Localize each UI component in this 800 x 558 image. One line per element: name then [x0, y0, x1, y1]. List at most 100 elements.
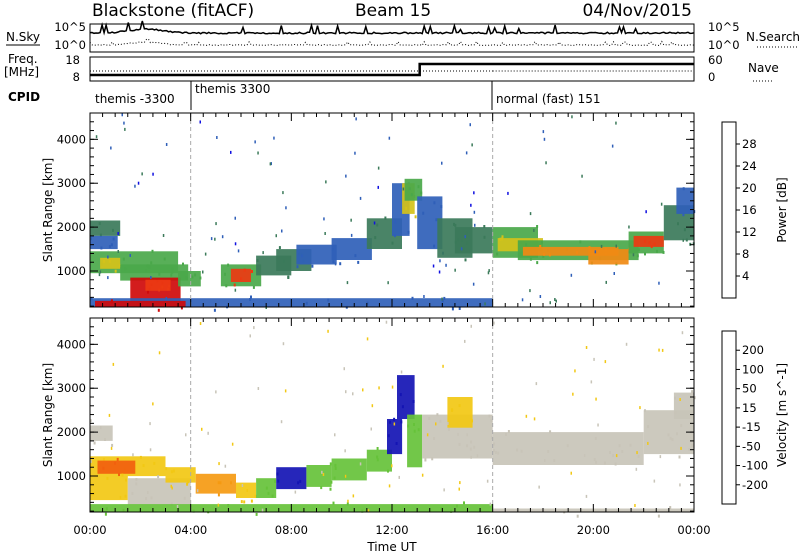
power-region-speck — [112, 228, 114, 232]
velocity-region-speck — [688, 448, 691, 451]
power-scatter-echo — [615, 121, 617, 125]
velocity-scatter-echo — [196, 489, 199, 493]
velocity-region-speck — [440, 507, 443, 511]
velocity-scatter-echo — [489, 502, 492, 506]
velocity-scatter-echo — [334, 433, 336, 437]
power-region-speck — [677, 222, 679, 226]
power-region-speck — [539, 245, 542, 248]
power-region-speck — [414, 215, 417, 219]
power-scatter-echo — [373, 221, 376, 225]
velocity-region-speck — [219, 481, 222, 485]
velocity-scatter-echo — [282, 342, 285, 346]
power-scatter-echo — [254, 140, 256, 144]
velocity-scatter-echo — [370, 427, 372, 431]
power-region-speck — [227, 263, 230, 267]
velocity-scatter-echo — [249, 334, 251, 338]
velocity-scatter-echo — [366, 337, 369, 341]
power-scatter-echo — [507, 191, 509, 195]
velocity-region — [366, 449, 392, 472]
power-colorbar-tick-label: 8 — [742, 247, 749, 261]
velocity-region-speck — [217, 481, 220, 485]
power-region-speck — [604, 248, 607, 251]
freq-tick-bottom: 8 — [73, 70, 80, 84]
power-y-axis-label: Slant Range [km] — [41, 158, 55, 262]
power-scatter-echo — [334, 262, 337, 266]
freq-panel: Freq. [MHz] 18 8 60 0 Nave CPID — [4, 52, 779, 104]
velocity-scatter-echo — [681, 331, 684, 335]
velocity-scatter-echo — [400, 370, 403, 374]
power-scatter-echo — [454, 268, 456, 272]
cpid-segment-2: themis 3300 — [195, 82, 270, 96]
power-scatter-echo — [234, 216, 236, 220]
x-tick-label: 08:00 — [275, 523, 308, 537]
power-region-speck — [536, 261, 539, 265]
power-scatter-echo — [234, 288, 237, 292]
cpid-panel: themis -3300 themis 3300 normal (fast) 1… — [90, 80, 694, 110]
power-region-speck — [103, 259, 106, 263]
power-data-layer — [90, 113, 696, 312]
velocity-scatter-echo — [345, 390, 347, 394]
velocity-scatter-echo — [176, 505, 179, 508]
power-region-speck — [233, 283, 236, 287]
power-colorbar-tick-label: 16 — [742, 203, 757, 217]
power-region-speck — [441, 299, 444, 303]
power-scatter-echo — [123, 121, 125, 125]
power-colorbar-tick-label: 28 — [742, 137, 757, 151]
power-scatter-echo — [359, 196, 362, 200]
velocity-region-speck — [456, 504, 458, 508]
power-colorbar-ticks: 28 24 20 16 12 8 4 — [736, 137, 757, 283]
velocity-colorbar-tick-label: 15 — [742, 401, 757, 415]
power-scatter-echo — [285, 206, 287, 210]
nsky-frame — [89, 23, 695, 53]
velocity-region — [306, 465, 332, 487]
freq-tick-top: 18 — [65, 53, 80, 67]
power-scatter-echo — [615, 244, 617, 248]
velocity-scatter-echo — [679, 483, 681, 487]
velocity-scatter-echo — [388, 484, 391, 488]
velocity-scatter-echo — [470, 455, 472, 459]
velocity-region-speck — [250, 499, 253, 503]
velocity-scatter-echo — [110, 446, 113, 450]
velocity-y-ticks: 1000 2000 3000 4000 — [57, 326, 694, 512]
power-scatter-echo — [432, 264, 435, 268]
velocity-colorbar-border — [721, 330, 737, 505]
velocity-colorbar-label: Velocity [m s^-1] — [775, 363, 789, 467]
power-region-speck — [542, 254, 545, 258]
velocity-region-speck — [470, 440, 473, 444]
velocity-scatter-echo — [371, 404, 374, 408]
power-region-speck — [108, 245, 111, 249]
velocity-x-ticks — [89, 318, 695, 512]
velocity-scatter-echo — [90, 460, 92, 464]
date-title: 04/Nov/2015 — [582, 1, 692, 21]
power-scatter-echo — [141, 172, 143, 176]
power-region-speck — [148, 265, 151, 269]
power-region-speck — [161, 285, 164, 289]
velocity-scatter-echo — [253, 326, 255, 330]
velocity-region-speck — [187, 480, 190, 484]
velocity-region-speck — [401, 405, 404, 409]
power-region-speck — [501, 235, 504, 239]
power-region-speck — [417, 185, 420, 189]
velocity-scatter-echo — [215, 390, 217, 394]
power-scatter-echo — [488, 269, 490, 273]
power-scatter-echo — [543, 137, 546, 141]
power-region-speck — [173, 298, 176, 302]
nsky-panel: N.Sky 10^5 10^0 10^5 10^0 N.Search — [6, 20, 800, 53]
power-scatter-echo — [439, 259, 441, 263]
velocity-region-speck — [104, 512, 107, 516]
power-region-speck — [311, 264, 314, 268]
velocity-scatter-echo — [604, 360, 607, 364]
velocity-region-speck — [332, 501, 335, 505]
velocity-region-speck — [243, 500, 246, 504]
velocity-scatter-echo — [207, 431, 209, 435]
power-scatter-echo — [377, 185, 379, 189]
power-region-speck — [301, 254, 304, 258]
velocity-scatter-echo — [538, 485, 540, 489]
velocity-region-speck — [674, 396, 676, 400]
velocity-scatter-echo — [525, 414, 528, 418]
power-region — [404, 178, 423, 201]
velocity-scatter-echo — [378, 386, 380, 390]
velocity-region-speck — [114, 461, 116, 465]
power-region — [331, 238, 372, 260]
power-region-speck — [541, 240, 543, 244]
